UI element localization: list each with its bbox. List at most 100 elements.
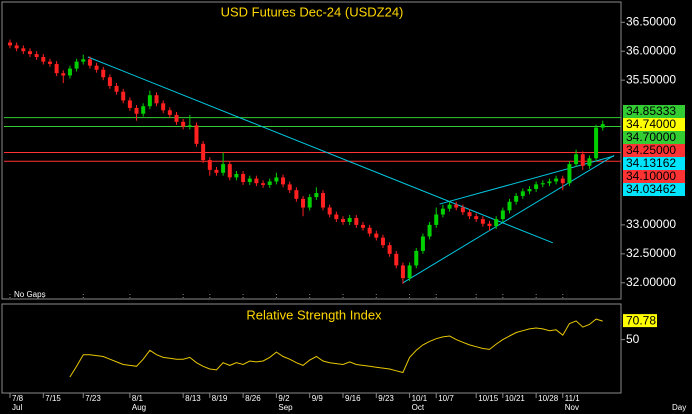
candle-body xyxy=(527,189,532,192)
candle-body xyxy=(387,245,392,254)
x-tick-label: 10/1 xyxy=(412,394,428,403)
candle-body xyxy=(27,51,32,55)
candle-body xyxy=(600,124,605,128)
x-tick-label: 7/23 xyxy=(85,394,101,403)
candle-body xyxy=(154,95,159,104)
candle-body xyxy=(447,204,452,209)
price-label: 34.25000 xyxy=(626,143,676,157)
candle-body xyxy=(480,219,485,224)
x-tick-label: 7/15 xyxy=(45,394,61,403)
price-label-box xyxy=(623,144,685,157)
x-tick-label: 8/26 xyxy=(245,394,261,403)
x-tick-label: 9/23 xyxy=(378,394,394,403)
candle-body xyxy=(307,197,312,208)
price-label-box xyxy=(623,131,685,144)
candle-body xyxy=(341,219,345,222)
x-tick-label: 7/8 xyxy=(12,394,24,403)
candle-body xyxy=(247,178,252,183)
candle-body xyxy=(294,190,299,199)
candle-body xyxy=(534,184,539,189)
x-tick-label: 8/13 xyxy=(185,394,201,403)
x-tick-label: 9/16 xyxy=(345,394,361,403)
candle-body xyxy=(520,191,525,196)
rsi-label-box xyxy=(623,314,657,328)
candle-body xyxy=(440,208,445,215)
candle-body xyxy=(321,193,326,208)
candle-body xyxy=(407,265,412,279)
candle-body xyxy=(227,164,232,178)
candle-body xyxy=(500,210,505,220)
candle-body xyxy=(261,183,266,185)
candle-body xyxy=(8,42,12,46)
candle-body xyxy=(101,69,106,78)
candle-body xyxy=(540,183,545,185)
candle-body xyxy=(187,125,192,127)
price-label: 34.85333 xyxy=(626,104,676,118)
x-tick-label: 9/9 xyxy=(312,394,324,403)
candle-body xyxy=(221,164,226,173)
price-label-box xyxy=(623,118,685,131)
price-label: 34.13162 xyxy=(626,156,676,170)
price-label: 34.74000 xyxy=(626,117,676,131)
candle-body xyxy=(114,85,119,92)
candle-body xyxy=(47,61,52,64)
candle-body xyxy=(267,181,272,185)
candle-body xyxy=(467,212,472,217)
candle-body xyxy=(241,173,246,183)
candle-body xyxy=(107,77,112,86)
candle-body xyxy=(560,178,565,184)
y-tick-label: 50 xyxy=(626,332,640,346)
candle-body xyxy=(454,204,459,208)
candle-body xyxy=(474,216,479,220)
month-label: Nov xyxy=(565,403,579,412)
candle-body xyxy=(14,45,19,49)
candle-body xyxy=(347,217,352,222)
candle-body xyxy=(274,177,279,182)
x-tick-label: 8/1 xyxy=(132,394,144,403)
price-panel xyxy=(1,1,622,300)
x-tick-label: 10/7 xyxy=(438,394,454,403)
y-tick-label: 33.00000 xyxy=(626,217,676,231)
candle-body xyxy=(334,214,339,220)
candle-body xyxy=(207,160,212,170)
month-label: Sep xyxy=(278,403,293,412)
candle-body xyxy=(254,178,259,184)
candle-body xyxy=(580,154,585,166)
month-label: Aug xyxy=(132,403,146,412)
candle-body xyxy=(594,127,599,159)
candle-body xyxy=(547,181,552,184)
candle-body xyxy=(314,193,319,198)
candle-body xyxy=(360,224,365,228)
candle-body xyxy=(414,250,419,266)
price-label-box xyxy=(623,157,685,170)
candle-body xyxy=(54,63,59,74)
candle-body xyxy=(167,110,172,115)
rsi-label: 70.78 xyxy=(626,313,656,327)
candle-body xyxy=(134,107,139,114)
candle-body xyxy=(194,125,199,144)
price-label-box xyxy=(623,170,685,183)
candle-body xyxy=(214,169,219,173)
trend-line xyxy=(87,56,553,244)
candle-body xyxy=(121,91,126,101)
note: No Gaps xyxy=(14,290,46,299)
month-label: Jul xyxy=(12,403,22,412)
x-tick-label: 10/15 xyxy=(478,394,499,403)
candle-body xyxy=(141,106,146,114)
candle-body xyxy=(460,207,465,213)
month-label: Oct xyxy=(412,403,425,412)
candle-body xyxy=(587,158,592,166)
candle-body xyxy=(34,54,39,57)
candle-body xyxy=(554,178,559,182)
rsi-panel xyxy=(1,303,622,394)
candle-body xyxy=(61,73,66,76)
candle-body xyxy=(374,233,379,238)
candle-body xyxy=(420,236,425,251)
rsi-line xyxy=(69,318,603,378)
x-tick-label: 9/2 xyxy=(278,394,290,403)
candle-body xyxy=(147,95,152,107)
candle-body xyxy=(94,65,99,70)
candle-body xyxy=(81,59,86,62)
candle-body xyxy=(427,224,432,237)
